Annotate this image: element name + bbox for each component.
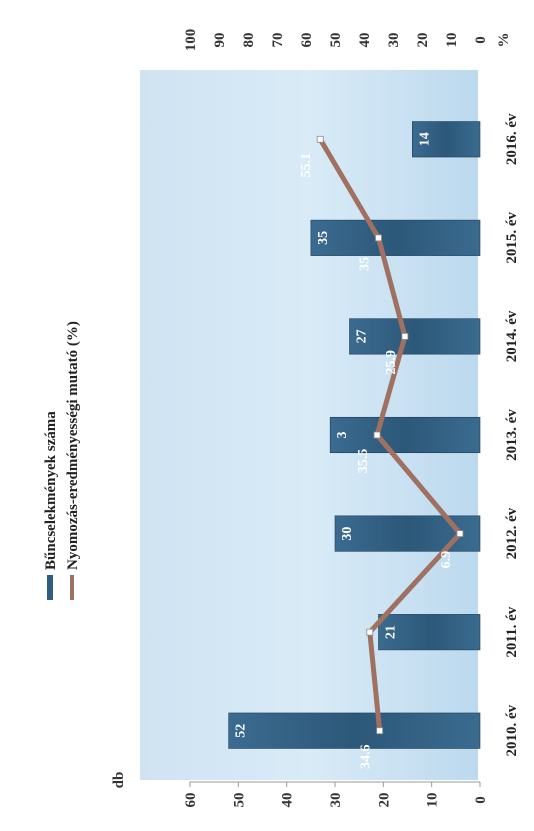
category-label: 2013. év (504, 409, 520, 461)
bar-value-label: 30 (340, 527, 355, 541)
right-axis-tick-label: 10 (444, 33, 460, 48)
legend: Bűncselekmények száma Nyomozás-eredménye… (43, 321, 81, 600)
left-axis-tick-label: 50 (231, 793, 247, 808)
right-axis-tick-label: 20 (415, 33, 431, 48)
right-axis: 0 10 20 30 40 50 60 70 80 90 100 (183, 29, 489, 52)
category-label: 2015. év (504, 212, 520, 264)
line-point (456, 530, 464, 537)
bar-series: 52 21 30 3 27 35 14 (228, 121, 481, 749)
right-axis-tick-label: 0 (473, 36, 489, 44)
category-label: 2011. év (504, 606, 520, 657)
bar (349, 318, 481, 355)
left-axis-tick-label: 20 (376, 793, 392, 808)
left-axis-tick-label: 30 (328, 793, 344, 808)
left-axis-tick-label: 40 (280, 793, 296, 808)
left-axis-tick-label: 0 (473, 796, 489, 804)
right-axis-tick-label: 80 (241, 33, 257, 48)
bar (412, 121, 481, 158)
line-point (316, 135, 324, 143)
left-axis-unit-label: db (111, 772, 127, 789)
bar-value-label: 14 (417, 132, 432, 146)
line-point (366, 628, 374, 636)
category-label: 2014. év (504, 310, 520, 362)
line-point (401, 333, 409, 340)
right-axis-tick-label: 40 (357, 33, 373, 48)
line-value-label: 35 (358, 257, 373, 271)
right-axis-tick-label: 90 (212, 33, 228, 48)
bar-value-label: 3 (335, 432, 350, 439)
right-axis-tick-label: 100 (183, 29, 199, 52)
left-axis: 0 10 20 30 40 50 60 (183, 781, 489, 808)
bar (228, 712, 481, 749)
line-value-label: 25.9 (384, 350, 399, 375)
right-axis-tick-label: 60 (299, 33, 315, 48)
bar (329, 416, 481, 454)
line-value-label: 34.6 (359, 744, 374, 769)
bar-value-label: 27 (355, 329, 370, 343)
left-axis-tick-label: 60 (183, 793, 199, 808)
right-axis-tick-label: 50 (328, 33, 344, 48)
legend-label-line: Nyomozás-eredményességi mutató (%) (65, 321, 81, 570)
category-label: 2016. év (504, 113, 520, 165)
line-value-label: 35.5 (356, 449, 371, 474)
legend-label-bars: Bűncselekmények száma (43, 411, 59, 570)
category-label: 2012. év (504, 507, 520, 559)
line-point (375, 234, 382, 242)
line-value-label: 55.1 (299, 153, 314, 178)
bar (378, 614, 481, 651)
line-value-label: 6.9 (439, 551, 454, 569)
bar-value-label: 52 (234, 724, 249, 738)
bar-value-label: 35 (316, 231, 331, 245)
category-label: 2010. év (504, 704, 520, 756)
line-point (376, 727, 384, 735)
line-point (373, 431, 381, 439)
bar (334, 515, 481, 552)
right-axis-tick-label: 30 (386, 33, 402, 48)
left-axis-tick-label: 10 (425, 793, 441, 808)
right-axis-unit-label: % (496, 33, 512, 48)
line-series: 34.6 6.9 35.5 25.9 35 55.1 (299, 135, 464, 769)
bar (310, 219, 481, 256)
right-axis-tick-label: 70 (270, 33, 286, 48)
category-axis: 2010. év 2011. év 2012. év 2013. év 2014. év… (504, 113, 520, 757)
bar-value-label: 21 (384, 625, 399, 639)
